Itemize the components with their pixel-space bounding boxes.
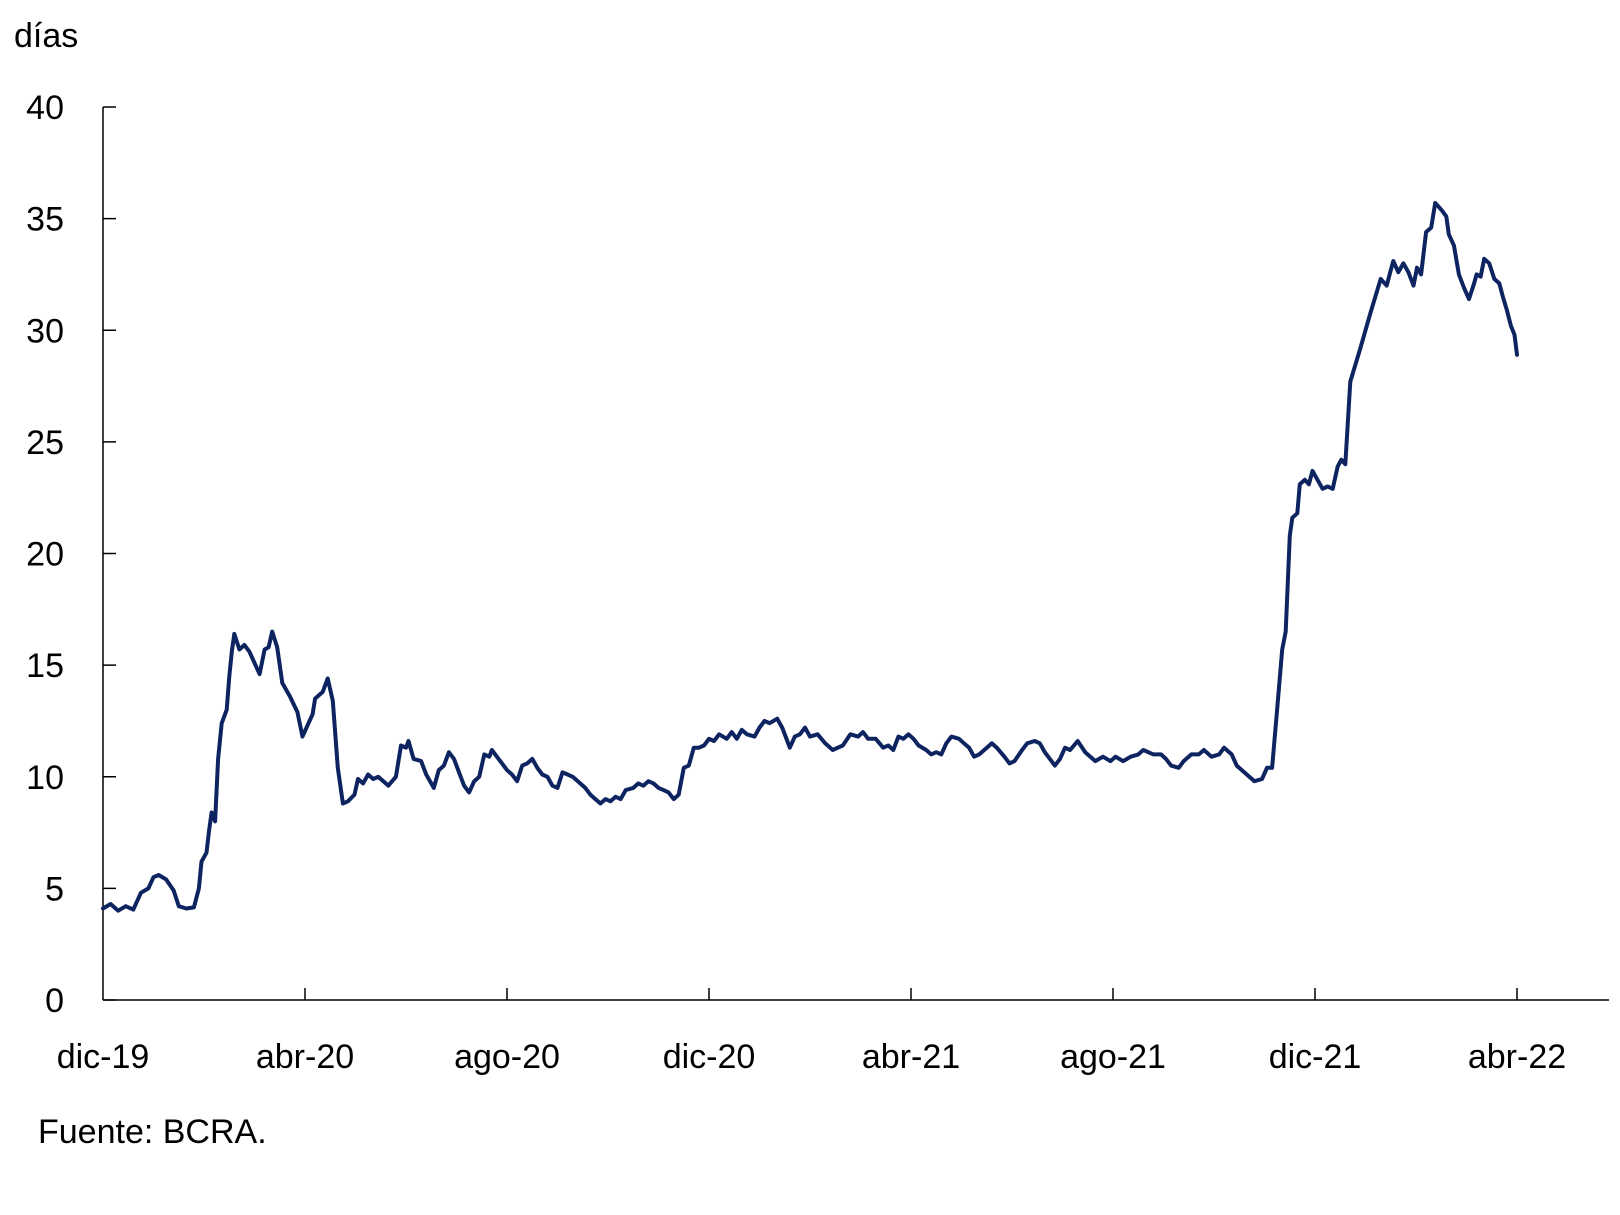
- y-tick-label: 5: [45, 870, 64, 908]
- y-tick-label: 0: [45, 982, 64, 1020]
- x-tick-label: dic-21: [1269, 1038, 1362, 1076]
- x-tick-label: dic-19: [57, 1038, 150, 1076]
- y-axis-unit-label: días: [14, 17, 78, 55]
- x-axis: dic-19 abr-20 ago-20 dic-20 abr-21 ago-21 dic-…: [57, 988, 1609, 1076]
- series-line-dias: [101, 201, 1519, 913]
- y-tick-label: 30: [26, 312, 64, 350]
- y-tick-label: 40: [26, 89, 64, 127]
- x-tick-label: abr-22: [1468, 1038, 1566, 1076]
- x-tick-label: ago-20: [454, 1038, 560, 1076]
- source-note: Fuente: BCRA.: [38, 1113, 267, 1151]
- x-tick-label: abr-21: [862, 1038, 960, 1076]
- x-tick-label: ago-21: [1060, 1038, 1166, 1076]
- y-tick-label: 20: [26, 536, 64, 574]
- x-tick-label: dic-20: [663, 1038, 756, 1076]
- y-tick-label: 25: [26, 424, 64, 462]
- y-tick-label: 15: [26, 647, 64, 685]
- y-tick-label: 10: [26, 759, 64, 797]
- y-tick-label: 35: [26, 201, 64, 239]
- x-tick-label: abr-20: [256, 1038, 354, 1076]
- y-axis: 0 5 10 15 20 25 30 35 40: [26, 89, 116, 1020]
